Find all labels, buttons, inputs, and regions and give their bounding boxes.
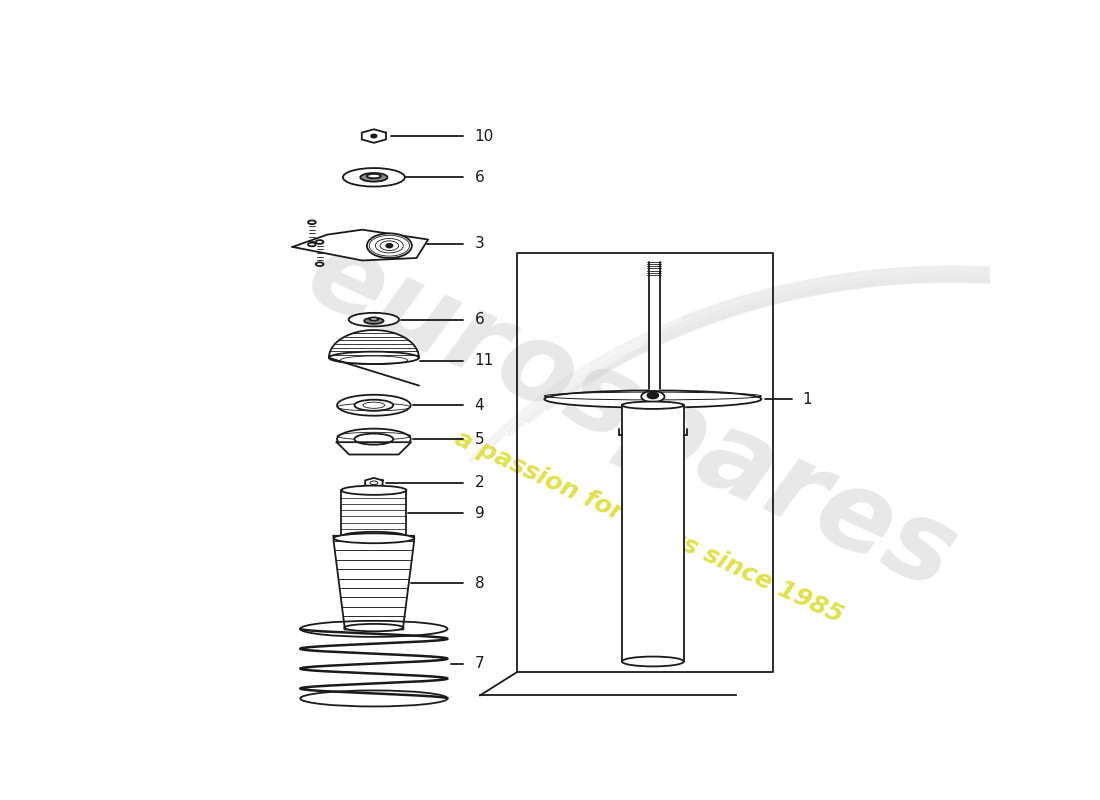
- Ellipse shape: [354, 434, 394, 445]
- Ellipse shape: [621, 402, 684, 409]
- Polygon shape: [293, 230, 428, 261]
- Polygon shape: [649, 262, 660, 389]
- Text: 10: 10: [474, 129, 494, 143]
- Text: 3: 3: [474, 236, 484, 251]
- Polygon shape: [329, 330, 419, 358]
- Text: 11: 11: [474, 354, 494, 368]
- Ellipse shape: [648, 392, 658, 398]
- Ellipse shape: [386, 244, 393, 247]
- Text: 8: 8: [474, 576, 484, 590]
- Ellipse shape: [343, 168, 405, 186]
- Ellipse shape: [329, 352, 419, 364]
- Ellipse shape: [354, 400, 394, 410]
- Ellipse shape: [308, 242, 316, 246]
- Polygon shape: [341, 490, 406, 537]
- Polygon shape: [362, 130, 386, 143]
- Ellipse shape: [367, 174, 381, 178]
- Text: 2: 2: [474, 475, 484, 490]
- Ellipse shape: [337, 394, 410, 416]
- Ellipse shape: [367, 234, 411, 258]
- Ellipse shape: [316, 262, 323, 266]
- Polygon shape: [333, 536, 415, 630]
- Polygon shape: [365, 478, 383, 488]
- Ellipse shape: [344, 624, 404, 631]
- Ellipse shape: [371, 134, 376, 138]
- Text: 5: 5: [474, 432, 484, 446]
- Text: eurospares: eurospares: [292, 219, 972, 614]
- Polygon shape: [337, 442, 411, 454]
- Ellipse shape: [333, 534, 415, 543]
- Text: 1: 1: [802, 391, 812, 406]
- Ellipse shape: [364, 318, 384, 324]
- Text: 7: 7: [474, 656, 484, 671]
- Text: 9: 9: [474, 506, 484, 521]
- Ellipse shape: [341, 532, 406, 541]
- Ellipse shape: [641, 391, 664, 402]
- Text: 6: 6: [474, 312, 484, 327]
- Text: 6: 6: [474, 170, 484, 185]
- Text: a passion for parts since 1985: a passion for parts since 1985: [451, 426, 847, 628]
- Ellipse shape: [361, 173, 387, 182]
- Ellipse shape: [349, 313, 399, 326]
- Polygon shape: [621, 406, 684, 662]
- Ellipse shape: [370, 318, 378, 321]
- Ellipse shape: [544, 390, 761, 408]
- Ellipse shape: [341, 486, 406, 495]
- Ellipse shape: [308, 221, 316, 224]
- Ellipse shape: [316, 240, 323, 244]
- Ellipse shape: [621, 657, 684, 666]
- Text: 4: 4: [474, 398, 484, 413]
- Ellipse shape: [337, 429, 410, 450]
